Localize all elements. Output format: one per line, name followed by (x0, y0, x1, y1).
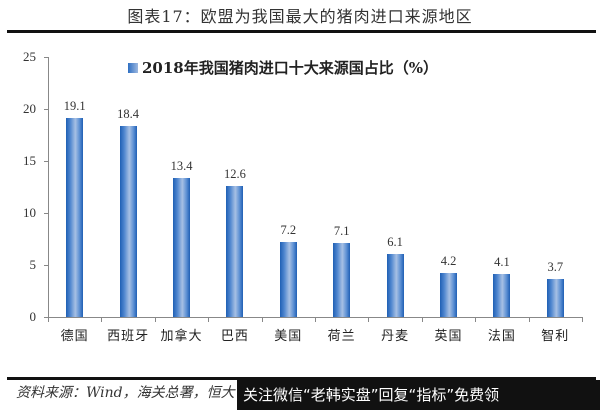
bar-value-label: 7.1 (333, 224, 350, 239)
y-axis (48, 57, 49, 318)
y-tick (44, 265, 48, 266)
bar-value-label: 12.6 (223, 166, 246, 181)
bar (493, 274, 511, 317)
x-tick (475, 317, 477, 322)
bar-value-label: 4.2 (440, 254, 457, 269)
category-label: 荷兰 (327, 329, 356, 344)
bar-value-label: 13.4 (170, 158, 193, 173)
category-label: 美国 (274, 329, 303, 344)
chart-legend: 2018年我国猪肉进口十大来源国占比（%） (128, 57, 438, 78)
plot-area: 0 5 10 15 20 25 19.1 德国 18.4 西班牙 13.4 加拿大 12.6 巴西 7.2 美… (23, 49, 583, 344)
x-tick (315, 317, 316, 322)
bar (386, 253, 404, 317)
top-rule (7, 30, 596, 33)
bar (546, 278, 564, 317)
x-tick (101, 317, 103, 322)
x-tick (368, 317, 370, 322)
y-tick (44, 57, 48, 58)
y-tick (44, 213, 48, 214)
category-label: 法国 (487, 329, 516, 344)
category-label: 西班牙 (107, 329, 150, 344)
y-tick-label: 15 (23, 153, 36, 168)
bar (66, 118, 84, 317)
bar (333, 243, 351, 317)
category-label: 加拿大 (160, 329, 203, 344)
x-tick (154, 317, 156, 322)
legend-label: 2018年我国猪肉进口十大来源国占比（%） (142, 59, 439, 77)
bar-value-label: 3.7 (547, 259, 564, 274)
category-label: 英国 (434, 329, 463, 344)
x-tick (261, 317, 263, 322)
bar (440, 273, 457, 317)
bar-value-label: 7.2 (280, 223, 297, 238)
y-tick-label: 10 (23, 205, 36, 220)
y-tick (44, 161, 48, 162)
x-tick (582, 317, 583, 322)
chart-title: 图表17：欧盟为我国最大的猪肉进口来源地区 (127, 7, 473, 26)
bottom-rule (7, 377, 596, 380)
category-label: 智利 (541, 329, 570, 344)
category-label: 丹麦 (381, 329, 410, 344)
bar-value-label: 18.4 (117, 106, 140, 121)
bar (226, 185, 244, 317)
y-tick (44, 317, 48, 318)
bar-value-label: 6.1 (387, 234, 403, 249)
x-tick (528, 317, 530, 322)
y-tick-label: 0 (29, 309, 37, 324)
category-label: 德国 (60, 329, 89, 344)
legend-swatch (128, 62, 138, 73)
x-tick (421, 317, 423, 322)
watermark-banner: 关注微信“老韩实盘”回复“指标”免费领 (237, 380, 600, 410)
bar (173, 177, 190, 317)
y-tick-label: 25 (23, 49, 36, 64)
bar-value-label: 19.1 (63, 99, 86, 114)
x-tick (48, 317, 49, 322)
y-tick-label: 20 (23, 101, 36, 116)
source-note: 资料来源：Wind，海关总署，恒大 (16, 385, 235, 401)
y-tick (44, 109, 48, 110)
bar (119, 125, 137, 317)
x-tick (208, 317, 210, 322)
y-tick-label: 5 (29, 257, 37, 272)
category-label: 巴西 (220, 329, 249, 344)
bar (279, 242, 297, 317)
bar-value-label: 4.1 (494, 255, 510, 270)
